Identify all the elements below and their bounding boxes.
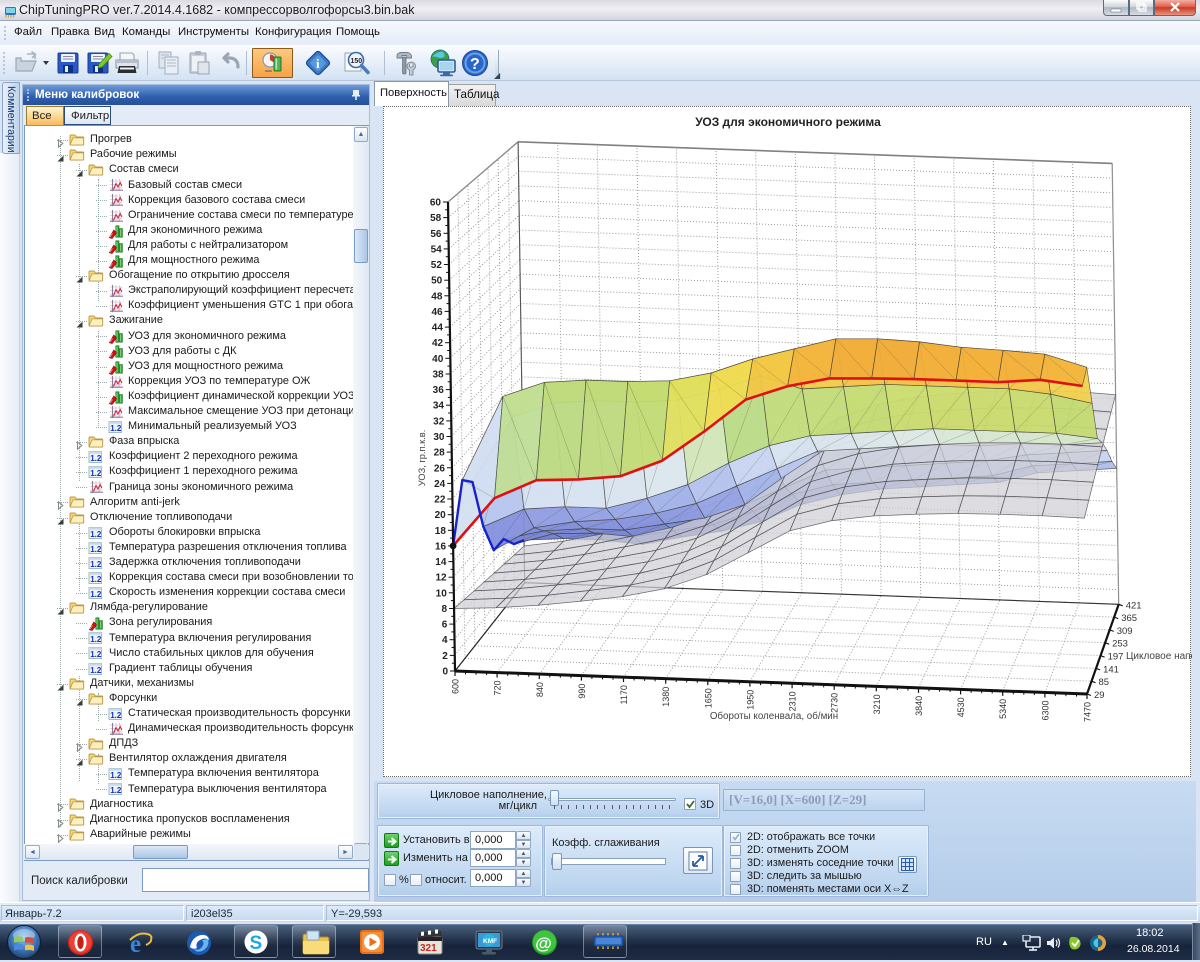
svg-text:600: 600 (451, 679, 461, 694)
svg-text:1.2: 1.2 (90, 650, 102, 659)
svg-text:32: 32 (433, 416, 445, 427)
svg-text:8: 8 (442, 604, 448, 615)
svg-text:S: S (250, 933, 263, 954)
svg-text:26: 26 (434, 463, 446, 474)
svg-text:0: 0 (442, 667, 448, 678)
svg-text:1.2: 1.2 (110, 786, 122, 795)
svg-text:85: 85 (1099, 677, 1110, 688)
svg-text:1.2: 1.2 (90, 454, 102, 463)
svg-text:22: 22 (434, 495, 446, 506)
svg-text:i: i (316, 56, 320, 71)
svg-text:141: 141 (1103, 664, 1119, 675)
svg-text:42: 42 (432, 338, 444, 349)
svg-text:1.2: 1.2 (90, 666, 102, 675)
svg-text:УОЗ для экономичного режима: УОЗ для экономичного режима (695, 115, 881, 129)
svg-text:10: 10 (436, 588, 448, 599)
svg-text:2310: 2310 (788, 691, 798, 711)
svg-text:1950: 1950 (745, 690, 755, 710)
svg-text:197: 197 (1108, 652, 1124, 663)
svg-text:1.2: 1.2 (90, 575, 102, 584)
svg-text:1.2: 1.2 (90, 469, 102, 478)
svg-text:720: 720 (493, 681, 503, 696)
svg-text:6300: 6300 (1040, 701, 1050, 721)
svg-text:1.2: 1.2 (90, 560, 102, 569)
svg-text:321: 321 (420, 943, 437, 954)
svg-text:e: e (130, 931, 141, 957)
svg-text:5340: 5340 (998, 699, 1008, 719)
svg-text:253: 253 (1112, 639, 1128, 650)
svg-text:1.2: 1.2 (110, 711, 122, 720)
svg-text:1170: 1170 (619, 685, 629, 704)
svg-text:1.2: 1.2 (90, 590, 102, 599)
svg-text:1650: 1650 (703, 688, 713, 708)
svg-text:150: 150 (351, 58, 363, 65)
svg-text:421: 421 (1126, 600, 1142, 611)
svg-text:4: 4 (442, 635, 448, 646)
svg-text:48: 48 (431, 291, 443, 302)
svg-text:44: 44 (432, 323, 444, 334)
svg-text:6: 6 (442, 620, 448, 631)
svg-text:29: 29 (1094, 690, 1105, 701)
svg-text:38: 38 (432, 370, 444, 381)
svg-text:1380: 1380 (661, 687, 671, 707)
svg-text:1.2: 1.2 (90, 635, 102, 644)
svg-text:54: 54 (431, 244, 443, 255)
svg-text:34: 34 (433, 401, 445, 412)
svg-text:46: 46 (431, 307, 443, 318)
svg-text:2: 2 (442, 651, 448, 662)
svg-text:60: 60 (430, 198, 442, 209)
svg-text:40: 40 (432, 354, 444, 365)
svg-text:1.2: 1.2 (90, 530, 102, 539)
svg-text:1.2: 1.2 (90, 545, 102, 554)
svg-text:58: 58 (430, 213, 442, 224)
svg-text:365: 365 (1121, 613, 1137, 624)
svg-text:36: 36 (433, 385, 445, 396)
svg-text:7470: 7470 (1083, 702, 1093, 722)
svg-text:990: 990 (577, 684, 587, 699)
svg-text:20: 20 (435, 510, 447, 521)
svg-text:56: 56 (430, 229, 442, 240)
svg-text:309: 309 (1117, 626, 1133, 637)
svg-text:14: 14 (435, 557, 447, 568)
svg-text:52: 52 (431, 260, 443, 271)
svg-text:?: ? (470, 56, 480, 73)
svg-text:30: 30 (433, 432, 445, 443)
svg-text:2730: 2730 (830, 693, 840, 713)
svg-text:18: 18 (435, 526, 447, 537)
svg-text:16: 16 (435, 541, 447, 552)
svg-text:50: 50 (431, 276, 443, 287)
svg-text:Цикловое наполнение, мг/цикл: Цикловое наполнение, мг/цикл (1126, 651, 1192, 662)
svg-text:Обороты коленвала, об/мин: Обороты коленвала, об/мин (710, 711, 838, 722)
svg-text:840: 840 (535, 682, 545, 697)
svg-text:УОЗ, гр.п.к.в.: УОЗ, гр.п.к.в. (417, 430, 427, 487)
svg-text:24: 24 (434, 479, 446, 490)
svg-text:28: 28 (434, 448, 446, 459)
svg-text:4530: 4530 (956, 697, 966, 717)
svg-text:1.2: 1.2 (110, 424, 122, 433)
svg-text:1.2: 1.2 (110, 771, 122, 780)
svg-text:3840: 3840 (914, 696, 924, 716)
svg-text:@: @ (535, 934, 552, 953)
svg-text:KMF: KMF (483, 938, 497, 945)
svg-text:12: 12 (435, 573, 447, 584)
svg-text:3210: 3210 (872, 694, 882, 714)
